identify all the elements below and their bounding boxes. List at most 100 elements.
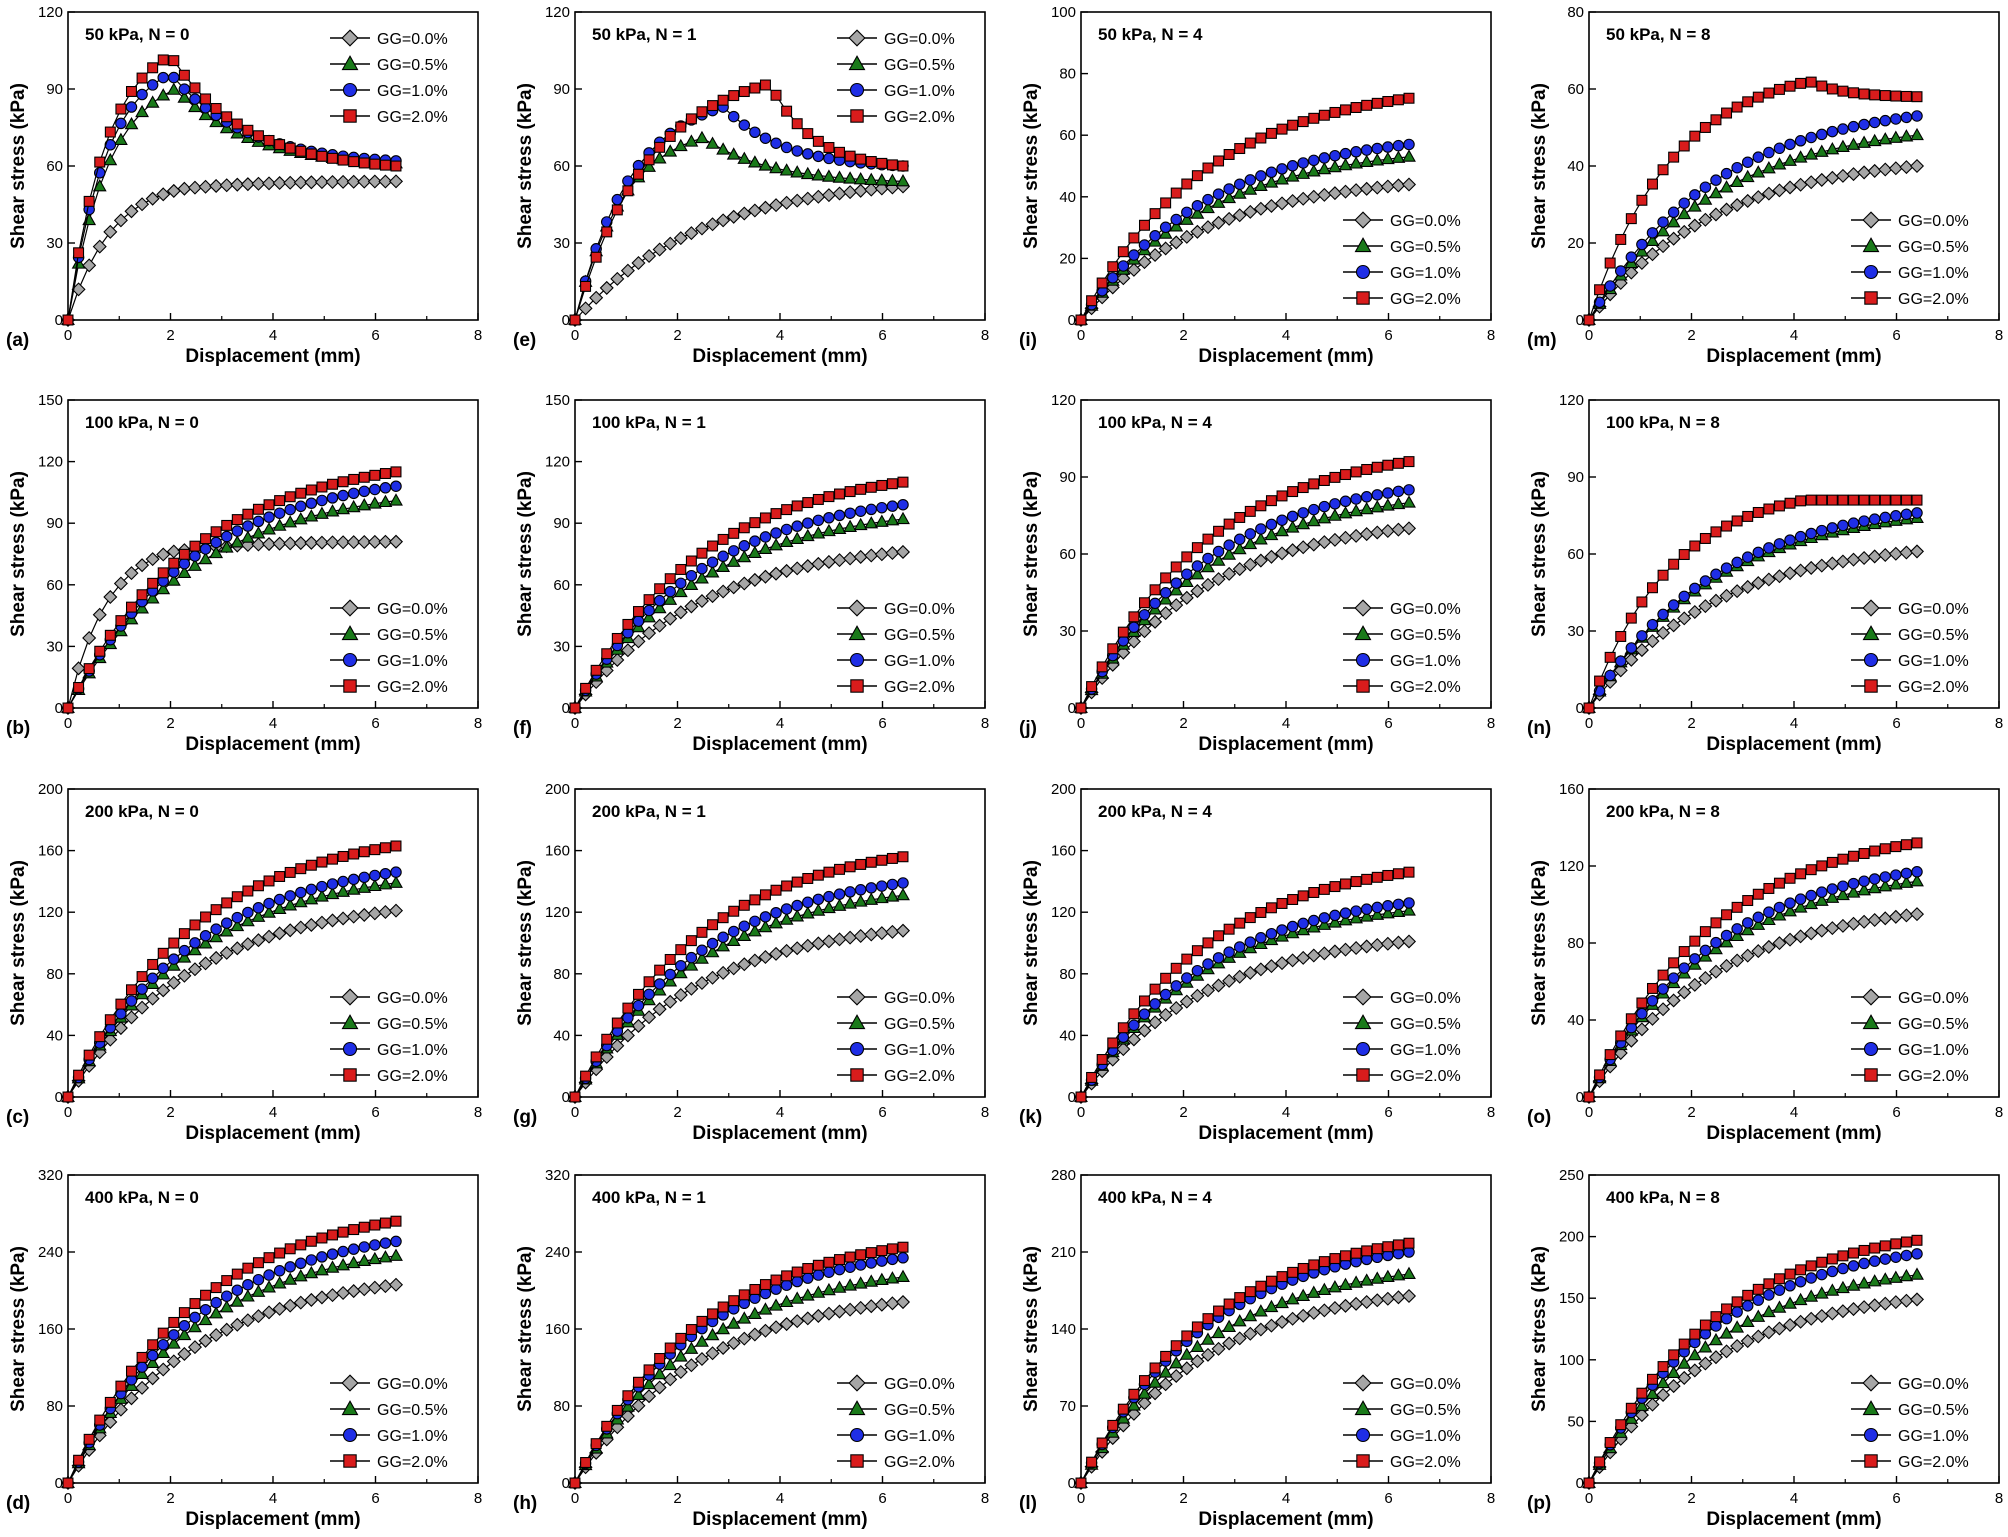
y-tick-label: 100	[1051, 4, 1076, 21]
data-point	[684, 134, 699, 147]
data-point	[812, 1269, 825, 1281]
data-point	[304, 1292, 319, 1307]
data-point	[124, 116, 139, 130]
data-point	[1899, 1268, 1914, 1282]
data-point	[1338, 530, 1353, 545]
x-tick-label: 4	[776, 1490, 784, 1507]
data-point	[1668, 558, 1680, 570]
legend-label: GG=1.0%	[377, 1428, 448, 1445]
data-point	[1848, 1247, 1860, 1259]
data-point	[758, 569, 773, 584]
y-tick-label: 70	[1059, 1398, 1076, 1415]
y-tick-label: 30	[553, 235, 570, 252]
legend-label: GG=1.0%	[884, 1428, 955, 1445]
legend-label: GG=0.5%	[377, 1402, 448, 1419]
data-point	[1656, 239, 1671, 254]
data-point	[1126, 634, 1141, 649]
data-point	[369, 1239, 381, 1251]
x-tick-label: 0	[1585, 1104, 1593, 1121]
data-point	[769, 915, 783, 929]
data-point	[379, 1217, 391, 1229]
data-point	[1719, 958, 1734, 973]
data-point	[696, 1315, 708, 1327]
y-tick-label: 30	[1059, 623, 1076, 640]
legend-label: GG=0.0%	[1390, 601, 1461, 618]
data-point	[1867, 163, 1882, 178]
legend-label: GG=2.0%	[884, 109, 955, 126]
data-point	[177, 181, 192, 196]
data-point	[1190, 206, 1205, 219]
data-point	[896, 887, 910, 901]
data-point	[1265, 927, 1278, 940]
legend-label: GG=0.0%	[884, 601, 955, 618]
data-point	[1784, 872, 1796, 884]
data-point	[1846, 1302, 1861, 1317]
x-tick-label: 6	[1384, 1490, 1392, 1507]
data-point	[209, 929, 224, 943]
data-point	[1308, 914, 1320, 927]
data-point	[779, 195, 794, 210]
data-point	[823, 1266, 835, 1278]
data-point	[283, 515, 298, 528]
data-point	[705, 970, 720, 985]
data-point	[1391, 904, 1406, 917]
data-point	[1583, 1477, 1595, 1489]
data-point	[876, 880, 888, 892]
data-point	[855, 1249, 867, 1261]
data-point	[695, 571, 709, 584]
data-point	[219, 924, 234, 937]
data-point	[695, 130, 709, 144]
legend-label: GG=0.0%	[1898, 601, 1969, 618]
data-point	[758, 919, 773, 933]
x-tick-label: 0	[1077, 1104, 1085, 1121]
legend-label: GG=2.0%	[884, 1068, 955, 1085]
data-point	[1170, 980, 1182, 992]
data-point	[168, 71, 180, 84]
data-point	[219, 178, 234, 193]
data-point	[1285, 169, 1300, 182]
data-point	[1763, 87, 1775, 99]
data-point	[1371, 97, 1383, 109]
data-point	[124, 566, 139, 581]
data-point	[580, 1070, 592, 1082]
data-point	[843, 171, 858, 184]
data-point	[198, 936, 213, 949]
data-point	[652, 151, 667, 164]
series-line	[67, 1220, 397, 1484]
data-point	[896, 1269, 910, 1282]
data-point	[1868, 1255, 1881, 1267]
data-point	[210, 526, 222, 538]
y-tick-label: 0	[562, 312, 570, 329]
data-point	[876, 157, 888, 169]
data-point	[865, 481, 877, 493]
data-point	[219, 540, 234, 553]
data-point	[1911, 1234, 1923, 1246]
data-point	[832, 186, 847, 201]
data-point	[240, 1313, 255, 1328]
data-point	[230, 1294, 245, 1307]
panel-title: 200 kPa, N = 0	[85, 802, 199, 821]
data-point	[1169, 598, 1184, 613]
legend-label: GG=1.0%	[1390, 265, 1461, 282]
data-point	[166, 1336, 181, 1349]
data-point	[115, 103, 127, 115]
data-point	[1678, 946, 1690, 958]
data-point	[92, 607, 107, 622]
data-point	[800, 938, 815, 953]
data-point	[168, 557, 180, 569]
data-point	[1179, 1361, 1194, 1376]
data-point	[147, 62, 159, 74]
series-line	[1080, 871, 1410, 1098]
data-point	[1285, 1311, 1300, 1326]
data-point	[1371, 871, 1383, 883]
data-point	[1646, 995, 1659, 1007]
y-tick-label: 60	[1059, 127, 1076, 144]
legend-label: GG=2.0%	[377, 109, 448, 126]
legend-marker	[848, 988, 866, 1006]
data-point	[1253, 553, 1268, 568]
y-tick-label: 90	[46, 81, 63, 98]
data-point	[1158, 592, 1173, 605]
data-point	[1888, 1295, 1903, 1310]
data-point	[747, 545, 762, 558]
data-point	[1814, 1309, 1829, 1324]
